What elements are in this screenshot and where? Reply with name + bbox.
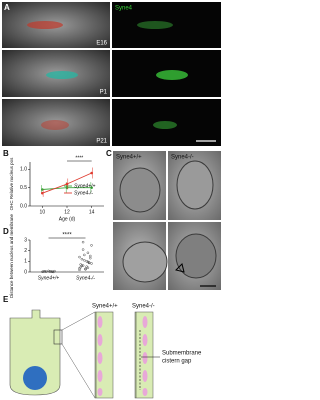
point — [78, 268, 81, 272]
point — [89, 254, 92, 258]
nucleus — [175, 233, 217, 279]
stain — [156, 70, 188, 80]
point — [80, 258, 84, 261]
age-label: P21 — [96, 139, 107, 145]
point — [53, 269, 56, 273]
panel-a-images — [2, 2, 221, 146]
point — [90, 171, 93, 175]
stain — [41, 120, 69, 130]
panel-label: C — [106, 149, 112, 158]
panel-c-images — [113, 151, 221, 290]
x-tick-label: 12 — [64, 209, 70, 215]
zoom-line — [61, 311, 96, 331]
panel-label: E — [3, 295, 9, 304]
x-axis-label: Age (d) — [59, 216, 76, 222]
stain — [27, 21, 63, 29]
point — [41, 270, 44, 273]
point — [86, 251, 90, 255]
y-tick-label: 1 — [24, 259, 27, 265]
figure: A Syne4 E16 P1 P21 B C D E Syne4+/+ Syne… — [2, 2, 221, 399]
nucleus — [119, 167, 161, 213]
legend-label: Syne4+/+ — [74, 183, 95, 189]
point — [90, 186, 93, 189]
point — [84, 268, 87, 271]
x-tick-label: Syne4+/+ — [38, 275, 59, 281]
y-tick-label: 0.5 — [20, 185, 27, 191]
point — [78, 267, 81, 270]
point — [65, 182, 69, 186]
point — [86, 260, 90, 264]
age-label: E16 — [96, 41, 107, 47]
point — [81, 264, 85, 267]
point — [41, 191, 44, 195]
panel-label: A — [4, 3, 10, 12]
stain — [137, 21, 173, 29]
point — [85, 265, 88, 268]
x-tick-label: 10 — [40, 209, 46, 215]
point — [78, 255, 81, 259]
cell — [9, 309, 61, 396]
arrowhead — [175, 263, 185, 273]
nucleus — [176, 160, 214, 210]
gap-label: Submembrane — [162, 351, 202, 357]
panel-label: D — [3, 227, 9, 236]
genotype-label: Syne4+/+ — [116, 155, 142, 161]
genotype-label: Syne4+/+ — [92, 304, 118, 310]
panel-e-diagram — [9, 309, 160, 399]
point — [89, 256, 92, 260]
point — [80, 264, 84, 267]
significance: **** — [75, 155, 83, 161]
stain — [153, 121, 177, 129]
y-tick-label: 2 — [24, 248, 27, 254]
point — [42, 270, 45, 273]
nucleus — [122, 241, 168, 283]
y-tick-label: 0 — [24, 269, 27, 275]
stain — [46, 71, 78, 79]
point — [83, 253, 86, 257]
point — [49, 270, 53, 273]
significance: **** — [62, 233, 72, 239]
channel-label: Syne4 — [115, 6, 133, 12]
y-axis-label: OHC Relative nucleus pos — [9, 157, 14, 211]
genotype-label: Syne4-/- — [132, 304, 155, 310]
panel-label: B — [3, 149, 9, 158]
point — [90, 244, 93, 247]
gap-label: cistern gap — [162, 359, 192, 365]
zoom-box — [53, 329, 63, 345]
y-tick-label: 0.0 — [20, 203, 27, 209]
point — [83, 259, 86, 262]
zoom-line — [61, 343, 96, 399]
point — [43, 270, 47, 273]
point — [90, 262, 93, 265]
y-axis-label: Distance between nucleus and membrane — [9, 213, 14, 298]
point — [47, 269, 50, 273]
point — [44, 270, 48, 273]
x-tick-label: Syne4-/- — [76, 275, 95, 281]
age-label: P1 — [100, 90, 108, 96]
membrane-strip — [94, 311, 114, 399]
cisterns — [97, 316, 148, 396]
y-tick-label: 1.0 — [20, 167, 27, 173]
point — [50, 270, 54, 273]
y-tick-label: 3 — [24, 237, 27, 243]
point — [48, 270, 51, 273]
point — [81, 240, 85, 244]
x-tick-label: 14 — [89, 209, 95, 215]
point — [85, 260, 88, 263]
point — [52, 270, 55, 274]
nucleus — [23, 366, 47, 390]
genotype-label: Syne4-/- — [171, 155, 194, 161]
point — [81, 248, 85, 251]
legend-label: Syne4-/- — [74, 190, 93, 196]
